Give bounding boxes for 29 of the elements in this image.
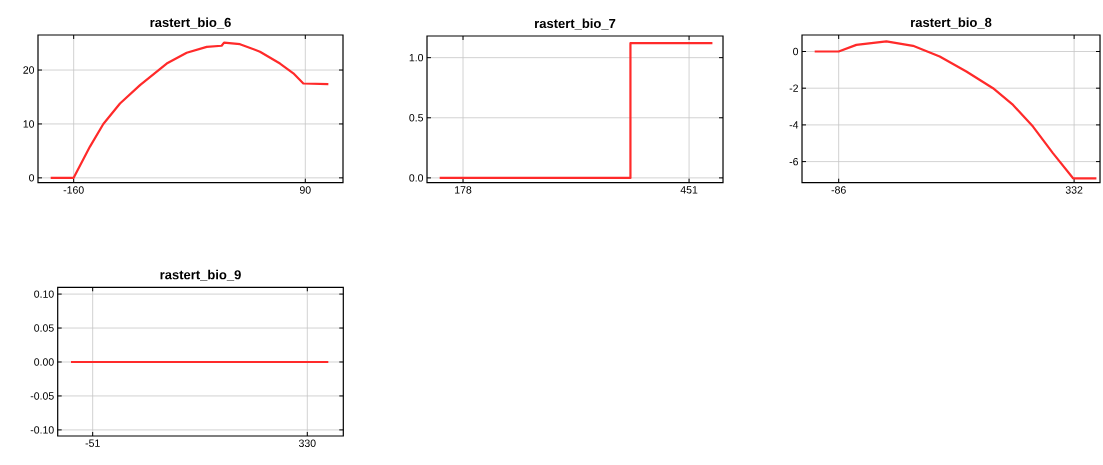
chart-title: rastert_bio_9 — [160, 269, 241, 281]
y-tick-label: -6 — [789, 157, 799, 166]
line-series — [49, 41, 330, 179]
y-tick-label: 0.10 — [34, 290, 54, 298]
x-tick-label: -51 — [85, 439, 100, 447]
y-tick-label: 0.0 — [409, 174, 424, 182]
y-tick-label: -2 — [789, 84, 798, 92]
y-tick-label: 0.05 — [34, 324, 54, 332]
chart-title: rastert_bio_8 — [911, 17, 992, 29]
line-series — [813, 40, 1098, 180]
y-tick-label: 0.00 — [34, 358, 54, 366]
y-tick-label: -4 — [789, 121, 799, 129]
y-tick-label: -0.05 — [30, 392, 54, 400]
y-tick-label: -0.10 — [30, 426, 54, 434]
chart-title: rastert_bio_6 — [150, 17, 231, 29]
chart-title: rastert_bio_7 — [535, 18, 616, 30]
y-tick-label: 10 — [23, 120, 35, 128]
y-tick-label: 20 — [23, 66, 35, 74]
x-tick-label: 332 — [1065, 186, 1083, 194]
y-tick-label: 0 — [793, 47, 799, 56]
y-tick-label: 0 — [29, 174, 35, 182]
x-tick-label: 451 — [680, 186, 698, 194]
x-tick-label: 330 — [298, 439, 316, 447]
x-tick-label: -86 — [831, 186, 846, 194]
x-tick-label: -160 — [63, 186, 84, 194]
y-tick-label: 1.0 — [409, 53, 424, 62]
y-tick-label: 0.5 — [409, 114, 424, 122]
x-tick-label: 90 — [299, 186, 311, 194]
x-tick-label: 178 — [455, 186, 472, 194]
